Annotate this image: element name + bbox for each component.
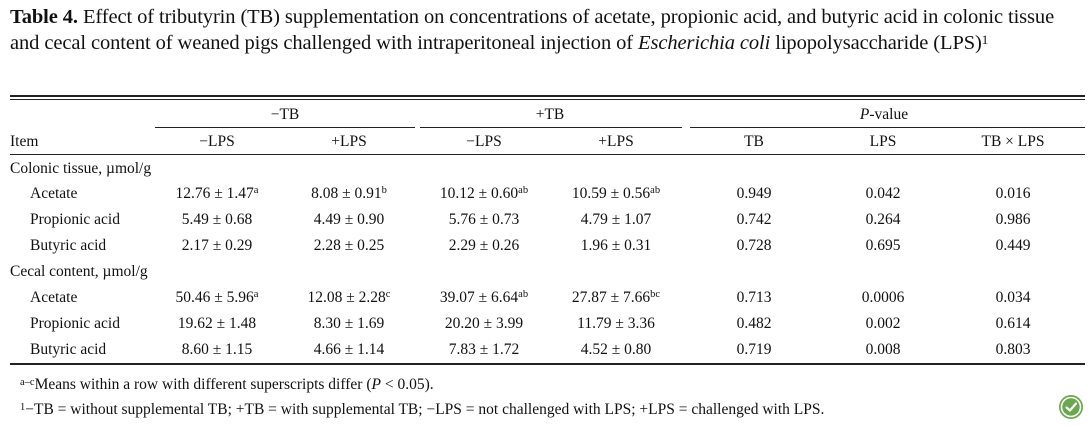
footnote-marker: a–c	[20, 377, 35, 388]
table-cell: 7.83 ± 1.72	[448, 341, 520, 358]
table-cell: 0.449	[995, 237, 1031, 254]
row-label: Butyric acid	[30, 237, 107, 254]
table-caption: Table 4. Effect of tributyrin (TB) suppl…	[10, 4, 1085, 56]
header-col-5: TB	[744, 133, 764, 150]
table-cell: 4.52 ± 0.80	[580, 341, 652, 358]
header-group-plus-tb: +TB	[535, 106, 565, 123]
table-cell: 11.79 ± 3.36	[577, 315, 655, 332]
table-cell: 0.719	[736, 341, 772, 358]
pvalue-italic-p: P	[859, 106, 870, 123]
table-cell: 4.79 ± 1.07	[580, 211, 652, 228]
header-col-2: +LPS	[331, 133, 367, 150]
header-group-minus-tb: −TB	[270, 106, 300, 123]
table-cell: 5.49 ± 0.68	[181, 211, 253, 228]
table-cell: 12.76 ± 1.47a	[175, 185, 259, 202]
header-col-7: TB × LPS	[981, 133, 1045, 150]
top-rule-thin	[10, 99, 1085, 100]
row-label: Acetate	[30, 185, 78, 202]
header-col-6: LPS	[869, 133, 897, 150]
caption-footnote-ref: 1	[981, 32, 989, 47]
table-cell: 19.62 ± 1.48	[177, 315, 257, 332]
row-label: Acetate	[30, 289, 78, 306]
caption-species: Escherichia coli	[638, 32, 771, 54]
table-cell: 39.07 ± 6.64ab	[439, 289, 529, 306]
row-label: Propionic acid	[30, 211, 120, 228]
table-cell: 10.59 ± 0.56ab	[571, 185, 661, 202]
table-cell: 8.08 ± 0.91b	[311, 185, 387, 202]
table-cell: 0.713	[736, 289, 772, 306]
group-rule-minus-tb	[155, 127, 415, 128]
table-cell: 2.17 ± 0.29	[181, 237, 253, 254]
table-cell: 12.08 ± 2.28c	[307, 289, 391, 306]
header-col-1: −LPS	[199, 133, 235, 150]
header-col-3: −LPS	[466, 133, 502, 150]
header-item: Item	[10, 133, 39, 150]
table-cell: 1.96 ± 0.31	[580, 237, 652, 254]
table-cell: 0.034	[995, 289, 1031, 306]
group-rule-pvalue	[690, 127, 1085, 128]
row-label: Propionic acid	[30, 315, 120, 332]
table-cell: 0.742	[736, 211, 772, 228]
table-bottom-rule	[10, 363, 1085, 365]
top-rule-thick	[10, 95, 1085, 97]
section-title-cecal: Cecal content, µmol/g	[10, 263, 148, 280]
table-cell: 0.008	[865, 341, 901, 358]
leaf-check-logo-icon	[1058, 394, 1084, 420]
table-cell: 0.264	[865, 211, 901, 228]
table-cell: 2.29 ± 0.26	[448, 237, 520, 254]
table-cell: 8.60 ± 1.15	[181, 341, 253, 358]
table-cell: 27.87 ± 7.66bc	[571, 289, 661, 306]
table-cell: 0.728	[736, 237, 772, 254]
table-cell: 50.46 ± 5.96a	[175, 289, 259, 306]
table-label: Table 4.	[10, 6, 78, 28]
footnote-superscript-letters: a–cMeans within a row with different sup…	[20, 376, 434, 393]
leaf-check-logo-svg	[1059, 395, 1083, 419]
table-cell: 20.20 ± 3.99	[444, 315, 524, 332]
table-cell: 0.695	[865, 237, 901, 254]
group-rule-plus-tb	[420, 127, 682, 128]
table-cell: 5.76 ± 0.73	[448, 211, 520, 228]
header-bottom-rule	[10, 154, 1085, 155]
table-cell: 10.12 ± 0.60ab	[439, 185, 529, 202]
table-cell: 0.986	[995, 211, 1031, 228]
table-cell: 0.482	[736, 315, 772, 332]
table-cell: 2.28 ± 0.25	[313, 237, 385, 254]
table-cell: 0.0006	[861, 289, 905, 306]
footnote-marker: 1	[20, 402, 26, 413]
table-cell: 8.30 ± 1.69	[313, 315, 385, 332]
table-cell: 0.042	[865, 185, 901, 202]
section-title-colonic: Colonic tissue, µmol/g	[10, 160, 152, 177]
pvalue-rest: -value	[869, 106, 909, 123]
caption-text-a: Effect of tributyrin (TB) supplementatio…	[10, 6, 1055, 54]
row-label: Butyric acid	[30, 341, 107, 358]
caption-text-b: lipopolysaccharide (LPS)	[770, 32, 982, 54]
table-cell: 0.803	[995, 341, 1031, 358]
header-group-pvalue: P-value	[860, 106, 908, 124]
table-cell: 0.002	[865, 315, 901, 332]
header-col-4: +LPS	[598, 133, 634, 150]
table-cell: 0.016	[995, 185, 1031, 202]
table-cell: 4.66 ± 1.14	[313, 341, 385, 358]
table-cell: 0.614	[995, 315, 1031, 332]
footnote-abbreviations: 1−TB = without supplemental TB; +TB = wi…	[20, 401, 825, 418]
table-cell: 0.949	[736, 185, 772, 202]
table-cell: 4.49 ± 0.90	[313, 211, 385, 228]
